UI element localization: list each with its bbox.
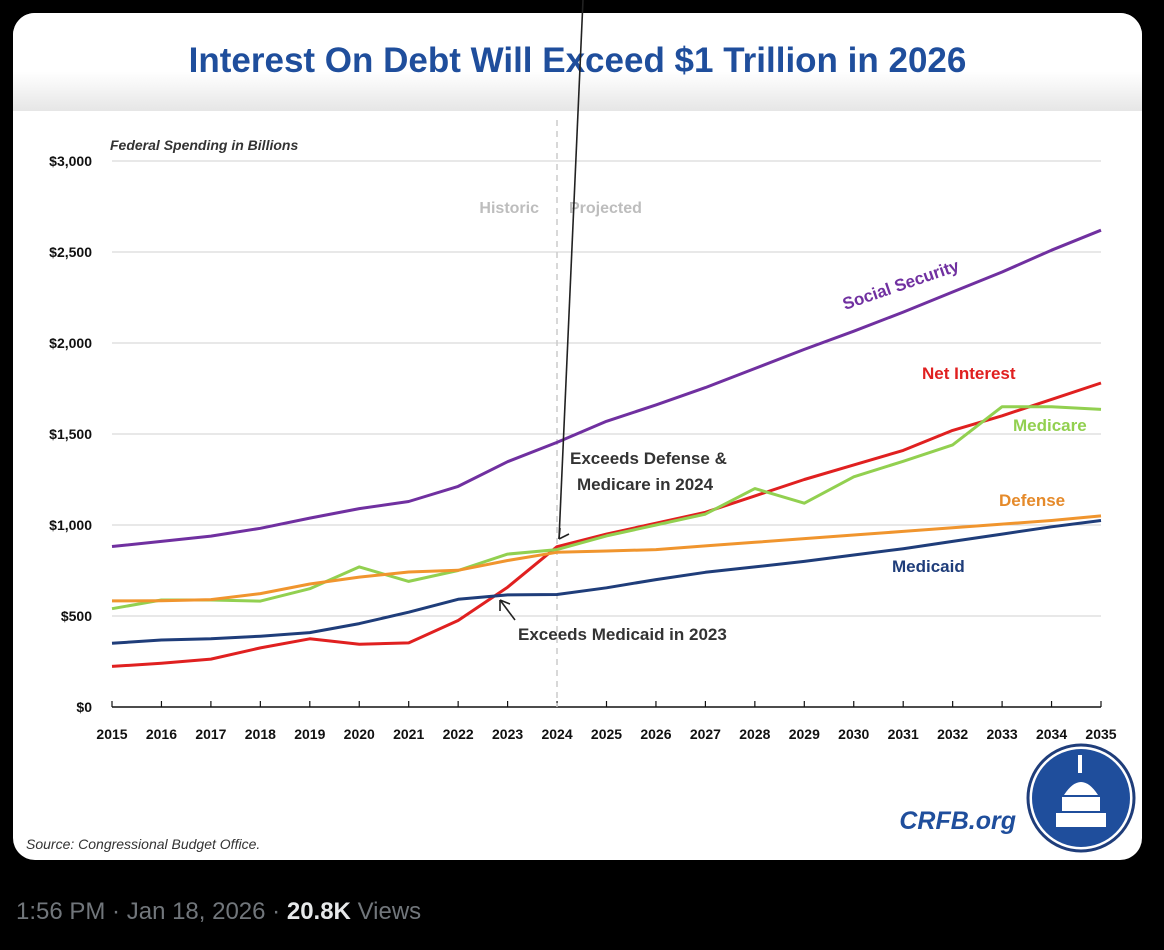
x-tick-label: 2018	[245, 726, 276, 742]
y-tick-label: $2,000	[49, 335, 92, 351]
x-tick-label: 2024	[541, 726, 572, 742]
x-tick-label: 2022	[443, 726, 474, 742]
x-tick-label: 2033	[987, 726, 1018, 742]
x-tick-label: 2020	[344, 726, 375, 742]
tweet-meta: 1:56 PM · Jan 18, 2026 · 20.8K Views	[16, 898, 422, 925]
x-tick-label: 2035	[1085, 726, 1116, 742]
x-tick-label: 2016	[146, 726, 177, 742]
x-tick-label: 2031	[888, 726, 919, 742]
capitol-logo-icon	[1026, 743, 1136, 853]
x-tick-label: 2017	[195, 726, 226, 742]
x-tick-label: 2029	[789, 726, 820, 742]
y-tick-label: $1,500	[49, 426, 92, 442]
x-tick-label: 2032	[937, 726, 968, 742]
y-tick-label: $2,500	[49, 244, 92, 260]
series-line-medicare	[111, 405, 1102, 611]
series-label-medicaid: Medicaid	[892, 557, 965, 576]
series-line-net-interest	[111, 381, 1102, 668]
chart-card: Interest On Debt Will Exceed $1 Trillion…	[13, 13, 1142, 860]
y-axis-title: Federal Spending in Billions	[110, 137, 298, 153]
x-tick-label: 2034	[1036, 726, 1067, 742]
series-line-medicaid	[111, 519, 1102, 645]
source-note: Source: Congressional Budget Office.	[26, 836, 260, 852]
title-band	[13, 13, 1142, 111]
arrow-2024	[558, 0, 584, 540]
x-tick-label: 2019	[294, 726, 325, 742]
series-label-defense: Defense	[999, 491, 1065, 510]
annotation-medicaid: Exceeds Medicaid in 2023	[518, 625, 727, 644]
projected-label: Projected	[569, 200, 642, 217]
annotation-defense-medicare-line2: Medicare in 2024	[577, 475, 714, 494]
annotation-defense-medicare-line1: Exceeds Defense &	[570, 449, 727, 468]
series-label-social-security: Social Security	[840, 256, 962, 314]
x-tick-label: 2023	[492, 726, 523, 742]
x-tick-label: 2027	[690, 726, 721, 742]
y-tick-label: $0	[76, 699, 92, 715]
x-tick-label: 2025	[591, 726, 622, 742]
views-label: Views	[357, 898, 422, 925]
series-line-social-security	[111, 228, 1102, 548]
chart-title: Interest On Debt Will Exceed $1 Trillion…	[188, 41, 967, 80]
brand-text: CRFB.org	[899, 807, 1016, 835]
x-tick-label: 2015	[96, 726, 127, 742]
y-tick-label: $3,000	[49, 153, 92, 169]
tweet-date[interactable]: Jan 18, 2026	[126, 898, 266, 925]
series-label-net-interest: Net Interest	[922, 364, 1016, 383]
x-tick-label: 2021	[393, 726, 424, 742]
x-tick-label: 2026	[640, 726, 671, 742]
arrow-2023	[499, 599, 516, 621]
y-tick-label: $500	[61, 608, 92, 624]
view-count: 20.8K	[286, 898, 351, 925]
x-tick-label: 2028	[739, 726, 770, 742]
tweet-time[interactable]: 1:56 PM	[16, 898, 106, 925]
y-tick-label: $1,000	[49, 517, 92, 533]
x-tick-label: 2030	[838, 726, 869, 742]
historic-label: Historic	[479, 200, 539, 217]
series-line-defense	[111, 514, 1102, 603]
series-label-medicare: Medicare	[1013, 416, 1087, 435]
